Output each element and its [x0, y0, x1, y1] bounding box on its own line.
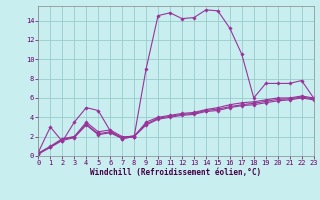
X-axis label: Windchill (Refroidissement éolien,°C): Windchill (Refroidissement éolien,°C): [91, 168, 261, 177]
